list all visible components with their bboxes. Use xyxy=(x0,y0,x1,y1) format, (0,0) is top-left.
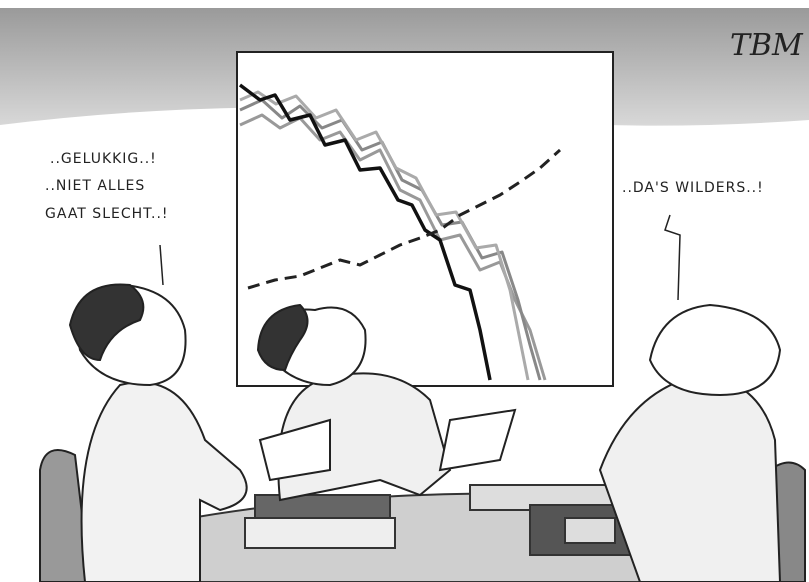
signature: TBM xyxy=(730,28,804,63)
page: {"speech_left": {"lines": ["..GELUKKIG..… xyxy=(0,0,809,582)
cartoon: ..GELUKKIG..! ..NIET ALLES GAAT SLECHT..… xyxy=(0,0,809,582)
speech-line: ..DA'S WILDERS..! xyxy=(622,180,764,196)
speech-line: GAAT SLECHT..! xyxy=(45,206,169,222)
speech-line: ..GELUKKIG..! xyxy=(50,151,157,167)
speech-line: ..NIET ALLES xyxy=(45,178,145,194)
